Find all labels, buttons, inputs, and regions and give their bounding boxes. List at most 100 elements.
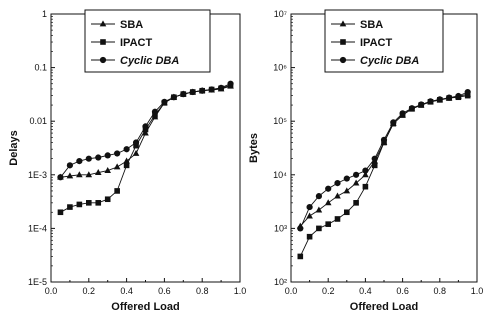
legend-box <box>84 9 211 73</box>
y-tick-label: 0.01 <box>29 116 47 126</box>
data-point-cyclic-dba <box>180 91 187 98</box>
data-point-ipact <box>371 162 378 169</box>
data-point-cyclic-dba <box>464 88 471 96</box>
legend-label-cyclic-dba: Cyclic DBA <box>360 55 419 67</box>
legend-marker-sba <box>339 20 347 27</box>
series-line-ipact <box>299 95 468 257</box>
data-point-ipact <box>152 112 158 118</box>
data-point-ipact <box>95 200 102 206</box>
y-tick-label: 10⁴ <box>273 170 287 180</box>
data-point-ipact <box>86 200 92 206</box>
data-point-sba <box>104 166 111 173</box>
data-point-cyclic-dba <box>297 225 304 232</box>
series-line-sba <box>299 93 468 227</box>
data-point-cyclic-dba <box>325 185 332 192</box>
data-point-cyclic-dba <box>408 105 415 112</box>
data-point-sba <box>362 171 369 178</box>
data-point-ipact <box>334 216 341 222</box>
series-line-ipact <box>60 84 231 213</box>
data-point-ipact <box>114 188 120 194</box>
data-point-cyclic-dba <box>427 98 434 105</box>
data-point-cyclic-dba <box>390 119 397 126</box>
x-tick-label: 0.8 <box>196 286 209 296</box>
data-point-cyclic-dba <box>446 94 453 101</box>
legend-marker-ipact <box>340 39 346 45</box>
y-tick-label: 1E-4 <box>28 223 47 233</box>
data-point-sba <box>132 149 140 156</box>
data-point-cyclic-dba <box>95 154 102 161</box>
x-tick-label: 0.0 <box>285 286 298 296</box>
data-point-cyclic-dba <box>455 92 462 100</box>
series-line-cyclic-dba <box>299 91 468 229</box>
legend: SBA IPACT Cyclic DBA <box>324 9 444 73</box>
y-tick-label: 10⁶ <box>273 63 287 73</box>
x-tick-label: 0.4 <box>120 286 133 296</box>
x-tick-label: 1.0 <box>234 286 247 296</box>
x-tick-label: 1.0 <box>471 286 484 296</box>
data-point-ipact <box>297 253 304 260</box>
x-tick-label: 0.2 <box>83 286 96 296</box>
data-point-cyclic-dba <box>306 203 313 211</box>
legend-marker-sba <box>99 20 107 27</box>
data-point-sba <box>315 206 323 213</box>
data-point-ipact <box>353 200 359 206</box>
data-point-ipact <box>464 92 471 99</box>
y-tick-label: 1E-3 <box>28 170 47 180</box>
legend-label-ipact: IPACT <box>120 37 152 49</box>
data-point-sba <box>324 199 332 206</box>
data-point-cyclic-dba <box>104 152 111 159</box>
data-point-sba <box>343 187 351 194</box>
data-point-cyclic-dba <box>436 96 443 103</box>
data-point-ipact <box>362 183 369 190</box>
data-point-sba <box>352 179 360 186</box>
y-tick-label: 10⁷ <box>274 9 287 19</box>
data-point-sba <box>94 168 102 175</box>
data-point-sba <box>113 163 121 170</box>
legend-label-sba: SBA <box>360 19 383 31</box>
bytes-chart: 0.0 0.2 0.4 0.6 0.8 1.0 10² 10³ 10⁴ 10⁵ 10⁶ 10⁷ Offe… <box>248 9 483 313</box>
y-axis-title: Bytes <box>248 133 260 163</box>
legend-marker-ipact <box>100 39 106 45</box>
data-point-cyclic-dba <box>371 155 378 162</box>
y-tick-label: 1 <box>42 9 47 19</box>
data-point-cyclic-dba <box>343 175 350 182</box>
data-point-sba <box>334 192 341 199</box>
data-point-cyclic-dba <box>76 158 83 165</box>
y-tick-label: 10³ <box>274 223 287 233</box>
data-point-sba <box>142 129 149 136</box>
data-point-cyclic-dba <box>161 98 168 105</box>
data-point-cyclic-dba <box>114 150 121 157</box>
x-tick-label: 0.6 <box>158 286 171 296</box>
x-axis-title: Offered Load <box>111 301 179 313</box>
data-point-cyclic-dba <box>199 87 206 94</box>
data-point-cyclic-dba <box>57 174 64 181</box>
data-point-sba <box>76 171 83 178</box>
legend-label-sba: SBA <box>120 19 143 31</box>
data-point-ipact <box>316 225 322 232</box>
data-point-cyclic-dba <box>123 146 130 153</box>
data-point-cyclic-dba <box>170 94 177 101</box>
legend: SBA IPACT Cyclic DBA <box>84 9 211 73</box>
data-point-cyclic-dba <box>362 167 369 174</box>
y-tick-label: 0.1 <box>34 63 47 73</box>
data-point-cyclic-dba <box>353 171 360 178</box>
legend-label-ipact: IPACT <box>360 37 392 49</box>
data-point-ipact <box>57 209 64 216</box>
data-point-cyclic-dba <box>418 101 425 108</box>
data-point-cyclic-dba <box>151 108 159 115</box>
data-point-cyclic-dba <box>85 155 92 162</box>
y-tick-label: 10⁵ <box>273 116 287 126</box>
data-point-ipact <box>142 126 149 133</box>
data-point-cyclic-dba <box>208 86 215 93</box>
data-point-cyclic-dba <box>399 110 406 117</box>
data-point-cyclic-dba <box>334 180 341 187</box>
x-axis-title: Offered Load <box>350 301 418 313</box>
y-tick-label: 10² <box>274 277 287 287</box>
legend-marker-cyclic-dba <box>339 56 347 64</box>
data-point-ipact <box>67 204 73 210</box>
data-point-cyclic-dba <box>142 123 149 130</box>
legend-label-cyclic-dba: Cyclic DBA <box>120 55 179 67</box>
data-point-cyclic-dba <box>380 136 388 143</box>
x-tick-label: 0.2 <box>322 286 335 296</box>
